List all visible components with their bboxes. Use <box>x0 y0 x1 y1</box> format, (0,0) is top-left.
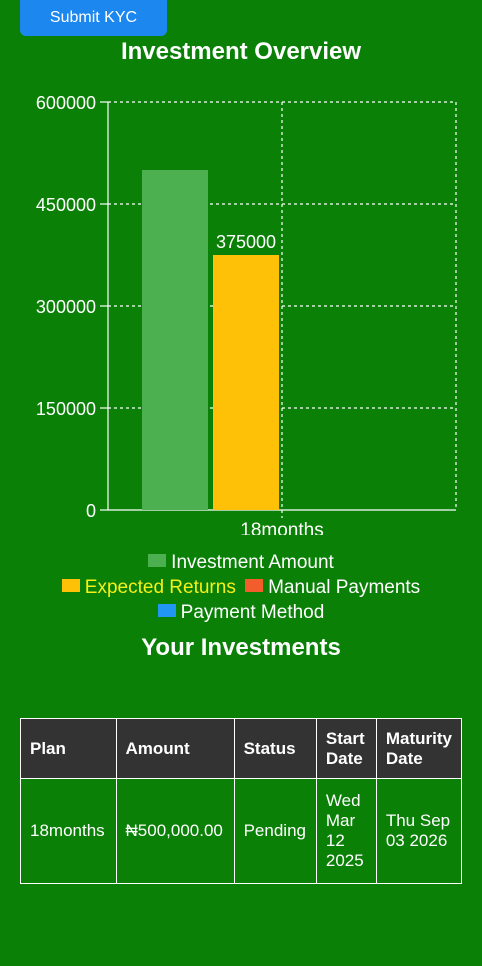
investments-table: Plan Amount Status Start Date Maturity D… <box>20 718 462 884</box>
cell-plan: 18months <box>20 778 117 884</box>
investments-title: Your Investments <box>141 634 341 661</box>
legend-item-manual-payments[interactable]: Manual Payments <box>245 575 420 600</box>
table-row: 18months ₦500,000.00 Pending Wed Mar 12 … <box>20 778 462 884</box>
cell-start-date: Wed Mar 12 2025 <box>315 778 377 884</box>
legend-row-2: Expected Returns Manual Payments <box>0 575 482 600</box>
bar-expected-returns <box>213 255 279 510</box>
cell-amount: ₦500,000.00 <box>115 778 235 884</box>
overview-title: Investment Overview <box>120 38 362 65</box>
column-header-plan: Plan <box>20 718 117 779</box>
y-tick-label: 0 <box>86 501 96 521</box>
submit-kyc-button[interactable]: Submit KYC <box>20 0 167 36</box>
legend-swatch-expected-returns <box>61 579 80 593</box>
column-header-maturity-date: Maturity Date <box>375 718 462 779</box>
chart-legend: Investment Amount Expected Returns Manua… <box>0 550 482 625</box>
legend-swatch-investment-amount <box>148 554 167 568</box>
legend-row-3: Payment Method <box>0 600 482 625</box>
table-header-row: Plan Amount Status Start Date Maturity D… <box>20 718 462 779</box>
column-header-start-date: Start Date <box>315 718 377 779</box>
legend-label-investment-amount: Investment Amount <box>171 552 334 573</box>
y-tick-label: 300000 <box>36 297 96 317</box>
legend-swatch-manual-payments <box>245 579 264 593</box>
column-header-status: Status <box>233 718 317 779</box>
y-tick-label: 600000 <box>36 93 96 113</box>
legend-label-manual-payments: Manual Payments <box>268 577 421 598</box>
y-tick-label: 450000 <box>36 195 96 215</box>
legend-label-payment-method: Payment Method <box>180 602 325 623</box>
investments-table-container[interactable]: Plan Amount Status Start Date Maturity D… <box>20 718 462 884</box>
legend-row-1: Investment Amount <box>0 550 482 575</box>
cell-maturity-date: Thu Sep 03 2026 <box>375 778 462 884</box>
x-tick-label: 18months <box>240 520 323 535</box>
column-header-amount: Amount <box>115 718 235 779</box>
legend-swatch-payment-method <box>157 604 176 618</box>
data-label: 375000 <box>216 232 276 252</box>
legend-item-investment-amount[interactable]: Investment Amount <box>148 550 334 575</box>
cell-status: Pending <box>233 778 317 884</box>
investment-chart: 0 150000 300000 450000 600000 18months 375000 <box>36 93 457 535</box>
y-tick-label: 150000 <box>36 399 96 419</box>
bar-investment-amount <box>142 170 208 510</box>
legend-item-payment-method[interactable]: Payment Method <box>157 600 325 625</box>
legend-item-expected-returns[interactable]: Expected Returns <box>61 575 236 600</box>
legend-label-expected-returns: Expected Returns <box>84 577 236 598</box>
